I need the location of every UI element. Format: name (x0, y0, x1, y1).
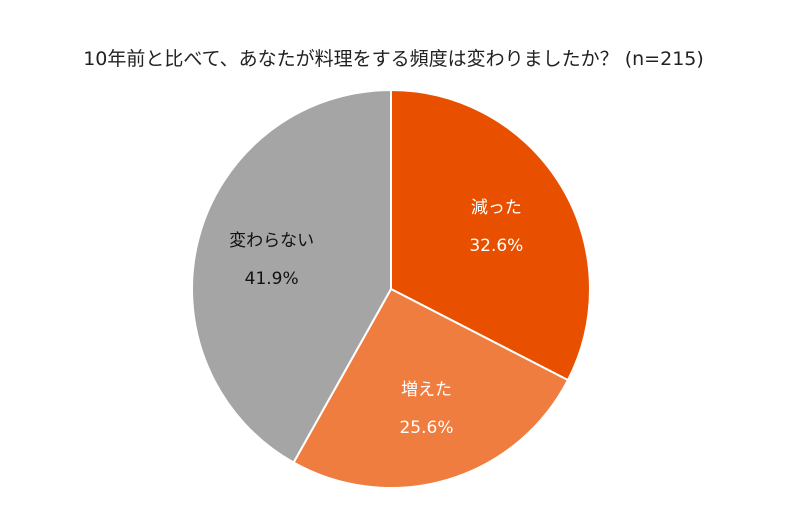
pie-slice-0 (390, 88, 591, 382)
chart-title: 10年前と比べて、あなたが料理をする頻度は変わりましたか？ (n=215) (83, 48, 704, 70)
slice-category-label: 変わらない (229, 231, 314, 251)
slice-category-label: 増えた (401, 380, 452, 400)
pie-slice-1 (292, 287, 570, 489)
slice-value-label: 41.9% (245, 269, 299, 289)
slice-category-label: 減った (471, 198, 522, 218)
pie-slice-2 (191, 88, 392, 464)
slice-value-label: 32.6% (469, 236, 523, 256)
slice-value-label: 25.6% (399, 418, 453, 438)
